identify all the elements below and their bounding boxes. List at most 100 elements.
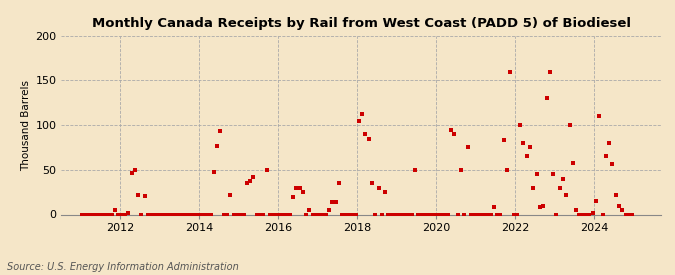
Point <box>607 162 618 167</box>
Point <box>93 212 104 217</box>
Point <box>617 208 628 212</box>
Point <box>219 212 230 217</box>
Title: Monthly Canada Receipts by Rail from West Coast (PADD 5) of Biodiesel: Monthly Canada Receipts by Rail from Wes… <box>92 17 630 31</box>
Point <box>139 194 150 198</box>
Point <box>133 192 144 197</box>
Point <box>468 212 479 217</box>
Point <box>558 177 568 181</box>
Point <box>356 111 367 116</box>
Point <box>505 69 516 74</box>
Point <box>251 212 262 217</box>
Point <box>123 211 134 215</box>
Point <box>189 212 200 217</box>
Point <box>284 212 295 217</box>
Point <box>235 212 246 217</box>
Point <box>436 212 447 217</box>
Point <box>221 212 232 217</box>
Point <box>100 212 111 217</box>
Point <box>321 212 331 217</box>
Point <box>337 212 348 217</box>
Point <box>277 212 288 217</box>
Point <box>446 127 456 132</box>
Point <box>317 212 328 217</box>
Point <box>380 190 391 194</box>
Point <box>195 212 206 217</box>
Point <box>238 212 249 217</box>
Point <box>186 212 196 217</box>
Point <box>146 212 157 217</box>
Point <box>330 200 341 204</box>
Point <box>367 181 377 185</box>
Point <box>258 212 269 217</box>
Point <box>159 212 170 217</box>
Point <box>265 212 275 217</box>
Point <box>603 141 614 145</box>
Point <box>107 212 117 217</box>
Point <box>571 208 582 212</box>
Point <box>442 212 453 217</box>
Point <box>126 171 137 176</box>
Point <box>498 138 509 142</box>
Point <box>561 192 572 197</box>
Point <box>307 212 318 217</box>
Point <box>587 211 598 215</box>
Point <box>485 212 496 217</box>
Point <box>584 212 595 217</box>
Point <box>245 179 256 184</box>
Point <box>354 119 364 123</box>
Point <box>350 212 361 217</box>
Point <box>610 192 621 197</box>
Point <box>528 185 539 190</box>
Point <box>165 212 176 217</box>
Point <box>597 212 608 217</box>
Point <box>291 185 302 190</box>
Point <box>271 212 282 217</box>
Point <box>489 205 500 210</box>
Point <box>192 212 202 217</box>
Point <box>254 212 265 217</box>
Point <box>163 212 173 217</box>
Point <box>136 212 147 217</box>
Point <box>601 154 612 159</box>
Point <box>228 212 239 217</box>
Point <box>416 212 427 217</box>
Point <box>620 212 631 217</box>
Point <box>209 169 219 174</box>
Point <box>462 145 473 150</box>
Point <box>495 212 506 217</box>
Point <box>310 212 321 217</box>
Point <box>574 212 585 217</box>
Point <box>541 96 552 101</box>
Point <box>518 141 529 145</box>
Point <box>156 212 167 217</box>
Point <box>439 212 450 217</box>
Text: Source: U.S. Energy Information Administration: Source: U.S. Energy Information Administ… <box>7 262 238 272</box>
Point <box>301 212 312 217</box>
Point <box>268 212 279 217</box>
Point <box>535 205 545 210</box>
Point <box>403 212 414 217</box>
Point <box>298 190 308 194</box>
Point <box>248 175 259 179</box>
Point <box>412 212 423 217</box>
Point <box>304 208 315 212</box>
Point <box>90 212 101 217</box>
Point <box>545 69 556 74</box>
Point <box>538 204 549 208</box>
Point <box>406 212 417 217</box>
Point <box>383 212 394 217</box>
Point <box>521 154 532 159</box>
Point <box>225 192 236 197</box>
Point <box>142 212 153 217</box>
Point <box>423 212 433 217</box>
Point <box>113 212 124 217</box>
Point <box>393 212 404 217</box>
Point <box>97 212 107 217</box>
Point <box>475 212 486 217</box>
Point <box>433 212 443 217</box>
Point <box>515 123 526 127</box>
Point <box>524 145 535 150</box>
Point <box>110 208 121 212</box>
Point <box>482 212 493 217</box>
Point <box>294 185 305 190</box>
